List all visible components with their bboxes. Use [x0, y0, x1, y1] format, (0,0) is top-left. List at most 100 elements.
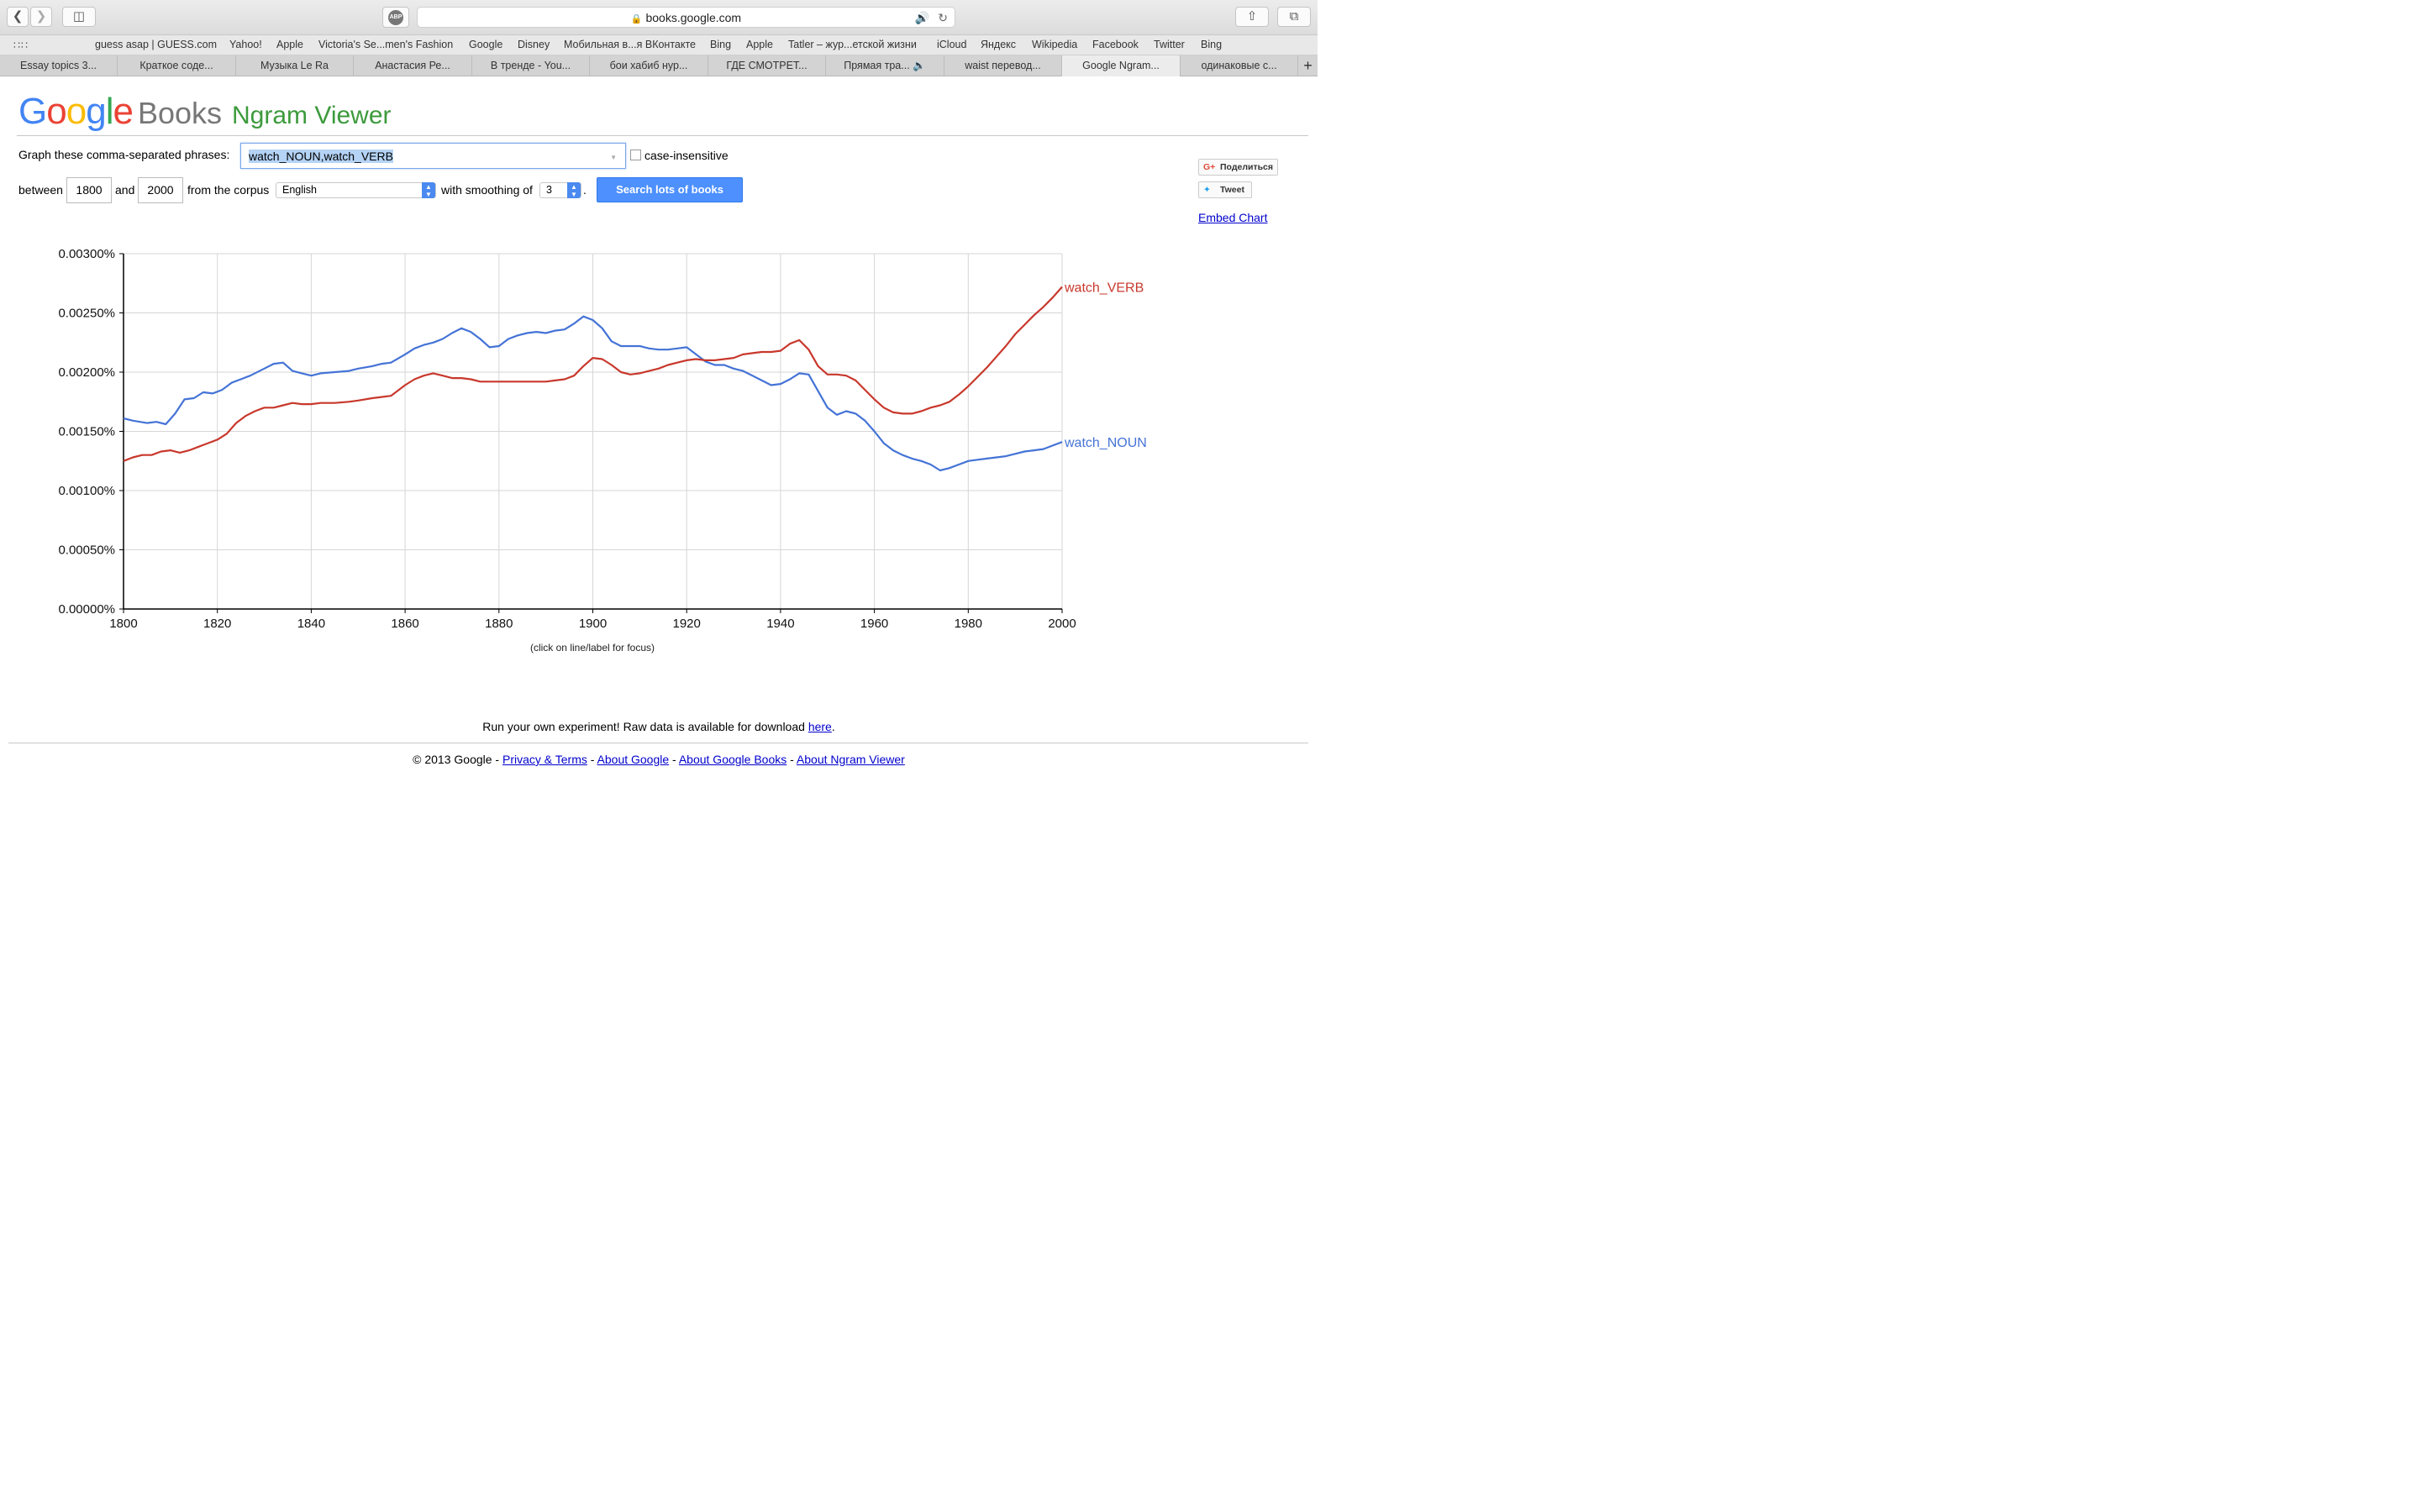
- dropdown-arrow-icon: ▼: [610, 154, 617, 161]
- gplus-share-label: Поделиться: [1220, 162, 1274, 172]
- about-google-link[interactable]: About Google: [597, 753, 670, 766]
- tweet-button[interactable]: ✦ Tweet: [1198, 181, 1252, 198]
- x-tick-label: 1900: [579, 617, 607, 631]
- case-insensitive-checkbox[interactable]: [630, 150, 641, 160]
- bookmark[interactable]: Disney: [518, 39, 550, 50]
- bookmark[interactable]: Bing: [1201, 39, 1223, 50]
- browser-tab-active[interactable]: Google Ngram...: [1062, 55, 1181, 76]
- bookmark[interactable]: guess asap | GUESS.com: [95, 39, 217, 50]
- bookmark[interactable]: Wikipedia: [1032, 39, 1078, 50]
- new-tab-plus-icon[interactable]: +: [1303, 57, 1313, 74]
- bookmark[interactable]: Tatler – жур...етской жизни: [788, 39, 917, 50]
- about-google-books-link[interactable]: About Google Books: [678, 753, 787, 766]
- browser-tab[interactable]: бои хабиб нур...: [590, 55, 708, 76]
- start-year-input[interactable]: 1800: [66, 177, 112, 203]
- x-tick-label: 2000: [1048, 617, 1076, 631]
- y-tick-label: 0.00050%: [58, 543, 115, 558]
- embed-chart-link[interactable]: Embed Chart: [1198, 211, 1268, 224]
- tab-label: Прямая тра...: [844, 60, 910, 71]
- audio-icon[interactable]: 🔊: [914, 11, 929, 24]
- series-labels[interactable]: watch_NOUN watch_VERB: [1064, 281, 1147, 450]
- y-axis: 0.00000% 0.00050% 0.00100% 0.00150% 0.00200%…: [58, 247, 124, 617]
- bookmark[interactable]: Victoria's Se...men's Fashion: [318, 39, 454, 50]
- ngram-viewer-title: Ngram Viewer: [232, 102, 392, 129]
- x-tick-label: 1820: [203, 617, 231, 631]
- and-label: and: [115, 183, 135, 197]
- series-label-watch_NOUN[interactable]: watch_NOUN: [1064, 436, 1147, 450]
- case-insensitive-label: case-insensitive: [644, 149, 729, 162]
- bookmark[interactable]: Яндекс: [981, 39, 1017, 50]
- browser-tab[interactable]: Краткое соде...: [118, 55, 236, 76]
- copyright: © 2013 Google -: [413, 753, 502, 766]
- bookmark[interactable]: Мобильная в...я ВКонтакте: [564, 39, 697, 50]
- x-tick-label: 1880: [485, 617, 513, 631]
- search-button[interactable]: Search lots of books: [597, 177, 743, 202]
- about-ngram-viewer-link[interactable]: About Ngram Viewer: [796, 753, 905, 766]
- adblock-plus-icon[interactable]: ABP: [382, 7, 409, 28]
- browser-tab[interactable]: Музыка Le Ra: [236, 55, 354, 76]
- x-tick-label: 1840: [297, 617, 325, 631]
- x-tick-label: 1980: [955, 617, 982, 631]
- corpus-label: from the corpus: [187, 183, 270, 197]
- bookmark[interactable]: Google: [469, 39, 503, 50]
- x-tick-label: 1940: [766, 617, 794, 631]
- sidebar-toggle-icon[interactable]: ◫: [62, 7, 96, 27]
- x-tick-label: 1920: [673, 617, 701, 631]
- google-books-ngram-logo[interactable]: Google Books Ngram Viewer: [18, 91, 392, 133]
- download-here-link[interactable]: here: [808, 720, 832, 733]
- separator: -: [587, 753, 597, 766]
- browser-toolbar: ❮ ❯ ◫ ABP 🔒 books.google.com 🔊 ↻ ⇧ ⧉: [0, 0, 1318, 35]
- browser-tab[interactable]: Essay topics 3...: [0, 55, 118, 76]
- series-line-watch_NOUN[interactable]: [123, 315, 1063, 472]
- ngram-chart[interactable]: 0.00000% 0.00050% 0.00100% 0.00150% 0.00200%…: [0, 0, 1318, 672]
- corpus-select[interactable]: English ▲ ▼: [276, 182, 436, 198]
- smoothing-label: with smoothing of: [441, 183, 533, 197]
- grid-icon[interactable]: ∷∷: [13, 39, 29, 51]
- separator: -: [669, 753, 679, 766]
- forward-button-icon[interactable]: ❯: [30, 7, 52, 27]
- footer-run-text: Run your own experiment! Raw data is ava…: [0, 720, 1318, 733]
- phrases-value: watch_NOUN,watch_VERB: [249, 150, 393, 163]
- twitter-bird-icon: ✦: [1203, 185, 1211, 195]
- google-plus-icon: G+: [1203, 162, 1216, 172]
- tabs-overview-icon[interactable]: ⧉: [1277, 7, 1311, 27]
- y-tick-label: 0.00000%: [58, 602, 115, 617]
- corpus-value: English: [282, 184, 317, 196]
- bookmark[interactable]: Bing: [710, 39, 732, 50]
- footer: © 2013 Google - Privacy & Terms - About …: [0, 753, 1318, 766]
- google-logo: Google: [18, 91, 134, 132]
- privacy-terms-link[interactable]: Privacy & Terms: [502, 753, 587, 766]
- url-text: books.google.com: [645, 11, 742, 24]
- bookmark[interactable]: Apple: [746, 39, 773, 50]
- browser-tab[interactable]: одинаковые с...: [1181, 55, 1298, 76]
- phrases-input[interactable]: watch_NOUN,watch_VERB ▼: [240, 143, 626, 169]
- browser-tab[interactable]: В тренде - You...: [472, 55, 590, 76]
- x-tick-label: 1800: [109, 617, 137, 631]
- bookmark[interactable]: Twitter: [1154, 39, 1185, 50]
- run-period: .: [831, 720, 835, 733]
- y-tick-label: 0.00300%: [58, 247, 115, 261]
- browser-tab[interactable]: Прямая тра... 🔈: [826, 55, 944, 76]
- bookmark[interactable]: Apple: [276, 39, 303, 50]
- address-bar[interactable]: 🔒 books.google.com 🔊 ↻: [417, 7, 955, 28]
- reload-icon[interactable]: ↻: [938, 11, 948, 24]
- end-year-input[interactable]: 2000: [138, 177, 183, 203]
- share-icon[interactable]: ⇧: [1235, 7, 1269, 27]
- y-tick-label: 0.00250%: [58, 307, 115, 321]
- browser-tab[interactable]: ГДЕ СМОТРЕТ...: [708, 55, 826, 76]
- back-button-icon[interactable]: ❮: [7, 7, 29, 27]
- x-tick-label: 1860: [391, 617, 418, 631]
- series-label-watch_VERB[interactable]: watch_VERB: [1064, 281, 1144, 295]
- speaker-icon[interactable]: 🔈: [913, 60, 926, 71]
- browser-tab[interactable]: waist перевод...: [944, 55, 1062, 76]
- bookmark[interactable]: Facebook: [1092, 39, 1139, 50]
- x-tick-label: 1960: [860, 617, 888, 631]
- bookmark[interactable]: iCloud: [937, 39, 967, 50]
- bookmark[interactable]: Yahoo!: [229, 39, 262, 50]
- series-line-watch_VERB[interactable]: [123, 286, 1063, 462]
- chart-lines[interactable]: [123, 286, 1063, 472]
- separator: -: [786, 753, 797, 766]
- browser-tab[interactable]: Анастасия Ре...: [354, 55, 472, 76]
- gplus-share-button[interactable]: G+ Поделиться: [1198, 159, 1278, 176]
- smoothing-select[interactable]: 3 ▲ ▼: [539, 182, 581, 198]
